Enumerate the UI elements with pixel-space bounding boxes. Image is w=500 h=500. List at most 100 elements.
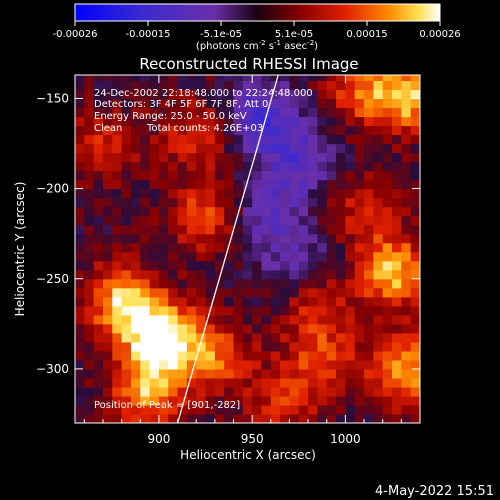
heatmap-cell xyxy=(102,107,113,118)
heatmap-cell xyxy=(93,98,104,109)
heatmap-cell xyxy=(289,260,300,271)
heatmap-cell xyxy=(214,278,225,289)
heatmap-cell xyxy=(149,287,160,298)
heatmap-cell xyxy=(373,161,384,172)
heatmap-cell xyxy=(401,188,412,199)
heatmap-cell xyxy=(205,170,216,181)
heatmap-cell xyxy=(382,269,393,280)
heatmap-cell xyxy=(130,287,141,298)
heatmap-cell xyxy=(149,107,160,118)
heatmap-cell xyxy=(289,278,300,289)
x-tick-label: 950 xyxy=(241,432,264,446)
heatmap-cell xyxy=(364,260,374,271)
heatmap-cell xyxy=(345,152,356,163)
heatmap-cell xyxy=(392,152,402,163)
heatmap-cell xyxy=(298,188,309,199)
heatmap-cell xyxy=(261,116,272,127)
heatmap-cell xyxy=(364,80,374,91)
heatmap-cell xyxy=(298,296,309,307)
heatmap-cell xyxy=(121,161,132,172)
heatmap-cell xyxy=(392,224,402,235)
x-tick-label: 900 xyxy=(147,432,170,446)
heatmap-cell xyxy=(364,305,374,316)
heatmap-cell xyxy=(196,359,207,370)
heatmap-cell xyxy=(401,224,412,235)
heatmap-cell xyxy=(364,350,374,361)
heatmap-cell xyxy=(214,305,225,316)
heatmap-cell xyxy=(364,368,374,379)
heatmap-cell xyxy=(326,305,337,316)
heatmap-cell xyxy=(140,305,151,316)
heatmap-cell xyxy=(373,152,384,163)
heatmap-cell xyxy=(121,305,132,316)
heatmap-cell xyxy=(149,377,160,388)
heatmap-cell xyxy=(308,323,319,334)
heatmap-cell xyxy=(289,404,300,415)
heatmap-cell xyxy=(392,242,402,253)
heatmap-cell xyxy=(186,116,197,127)
heatmap-cell xyxy=(382,125,393,136)
heatmap-cell xyxy=(168,251,179,262)
heatmap-cell xyxy=(93,413,104,423)
heatmap-cell xyxy=(392,368,402,379)
heatmap-cell xyxy=(233,80,244,91)
heatmap-cell xyxy=(308,341,319,352)
heatmap-cell xyxy=(270,278,281,289)
heatmap-cell xyxy=(84,332,95,343)
heatmap-cell xyxy=(252,107,263,118)
heatmap-cell xyxy=(336,161,346,172)
heatmap-cell xyxy=(224,197,235,208)
heatmap-cell xyxy=(205,215,216,226)
heatmap-cell xyxy=(354,215,365,226)
heatmap-cell xyxy=(354,89,365,100)
heatmap-cell xyxy=(326,260,337,271)
heatmap-cell xyxy=(158,233,169,244)
solar-limb-line xyxy=(176,75,279,423)
heatmap-cell xyxy=(373,287,384,298)
heatmap-cell xyxy=(149,143,160,154)
heatmap-cell xyxy=(392,323,402,334)
heatmap-cell xyxy=(308,143,319,154)
heatmap-cell xyxy=(177,350,188,361)
heatmap-cell xyxy=(93,89,104,100)
annotation-counts: Total counts: 4.26E+03 xyxy=(146,123,263,134)
heatmap-cell xyxy=(345,359,356,370)
heatmap-cell xyxy=(233,359,244,370)
heatmap-cell xyxy=(317,161,328,172)
heatmap-cell xyxy=(401,386,412,397)
heatmap-cell xyxy=(93,314,104,325)
heatmap-cell xyxy=(224,368,235,379)
heatmap-cell xyxy=(261,287,272,298)
heatmap-cell xyxy=(270,215,281,226)
heatmap-cell xyxy=(242,260,253,271)
heatmap-cell xyxy=(177,368,188,379)
heatmap-cell xyxy=(168,332,179,343)
x-axis-label: Heliocentric X (arcsec) xyxy=(180,448,316,462)
heatmap-cell xyxy=(326,215,337,226)
heatmap-cell xyxy=(308,251,319,262)
heatmap-cell xyxy=(382,107,393,118)
heatmap-cell xyxy=(392,75,402,82)
heatmap-cell xyxy=(261,161,272,172)
heatmap-cell xyxy=(214,125,225,136)
heatmap-cell xyxy=(242,323,253,334)
heatmap-cell xyxy=(102,314,113,325)
heatmap-cell xyxy=(401,323,412,334)
heatmap-cell xyxy=(205,224,216,235)
heatmap-cell xyxy=(121,80,132,91)
heatmap-cell xyxy=(270,233,281,244)
heatmap-cell xyxy=(186,75,197,82)
heatmap-cell xyxy=(102,287,113,298)
heatmap-cell xyxy=(336,404,346,415)
heatmap-cell xyxy=(84,188,95,199)
heatmap-cell xyxy=(158,125,169,136)
heatmap-cell xyxy=(242,386,253,397)
heatmap-cell xyxy=(75,80,85,91)
heatmap-cell xyxy=(130,404,141,415)
heatmap-cell xyxy=(93,260,104,271)
heatmap-cell xyxy=(373,233,384,244)
heatmap-cell xyxy=(75,386,85,397)
heatmap-cell xyxy=(84,107,95,118)
heatmap-cell xyxy=(186,197,197,208)
